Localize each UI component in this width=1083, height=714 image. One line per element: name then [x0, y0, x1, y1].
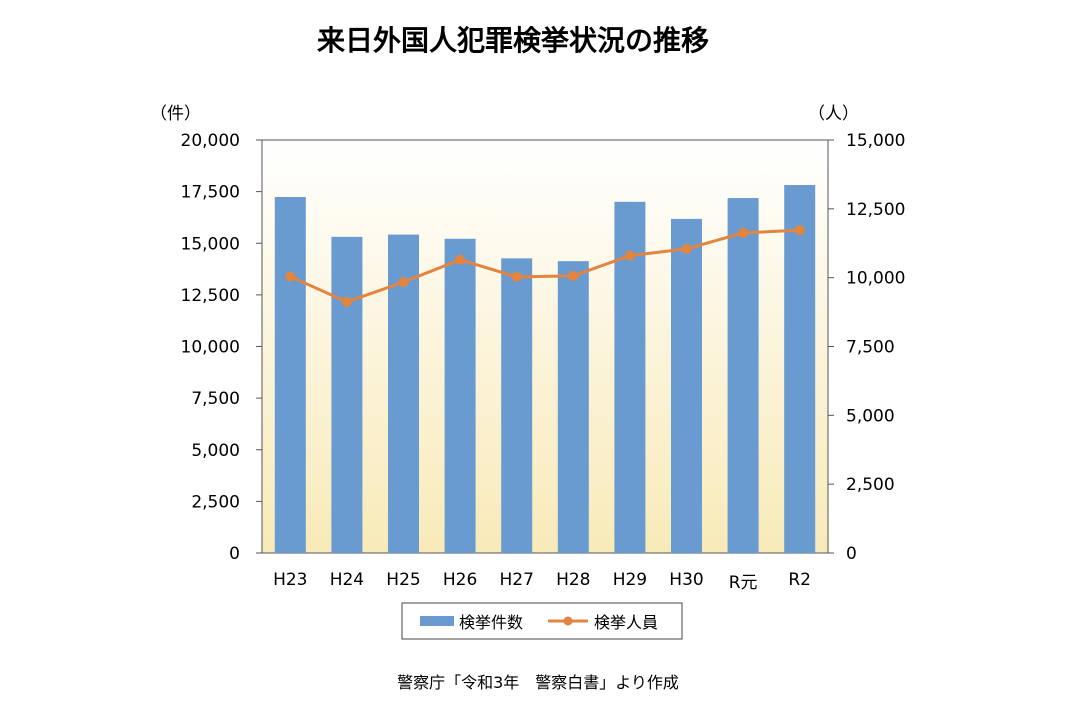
point-H23 — [285, 271, 296, 282]
legend-bar-swatch — [420, 616, 454, 626]
right-tick-label: 7,500 — [846, 338, 895, 358]
right-tick-label: 0 — [846, 544, 857, 564]
left-tick-label: 12,500 — [181, 286, 240, 306]
bar-H23 — [274, 196, 306, 553]
point-H28 — [568, 270, 579, 281]
source-note: 警察庁「令和3年 警察白書」より作成 — [397, 673, 679, 692]
bar-H28 — [557, 261, 589, 553]
legend-label-line: 検挙人員 — [594, 613, 658, 632]
x-tick-label: H30 — [669, 570, 703, 590]
point-H25 — [398, 277, 409, 288]
right-tick-label: 2,500 — [846, 475, 895, 495]
point-H24 — [341, 296, 352, 307]
left-tick-label: 20,000 — [181, 131, 240, 151]
legend-label-bars: 検挙件数 — [459, 613, 523, 632]
x-tick-label: H28 — [556, 570, 590, 590]
x-tick-label: R2 — [788, 570, 811, 590]
point-H27 — [511, 271, 522, 282]
right-axis-unit: （人） — [808, 104, 859, 124]
left-axis-unit: （件） — [150, 104, 201, 124]
point-R2 — [794, 225, 805, 236]
x-tick-label: H27 — [499, 570, 533, 590]
x-tick-label: H26 — [443, 570, 477, 590]
chart-title: 来日外国人犯罪検挙状況の推移 — [317, 24, 709, 57]
left-tick-label: 7,500 — [191, 389, 240, 409]
x-tick-label: H29 — [613, 570, 647, 590]
left-tick-label: 17,500 — [181, 183, 240, 203]
x-tick-label: H23 — [273, 570, 307, 590]
left-tick-label: 0 — [229, 544, 240, 564]
bar-H26 — [444, 238, 476, 554]
bar-H27 — [501, 258, 533, 553]
bar-H30 — [671, 218, 702, 553]
legend: 検挙件数 検挙人員 — [401, 602, 683, 640]
right-tick-label: 15,000 — [846, 131, 905, 151]
point-H26 — [455, 254, 466, 265]
left-tick-label: 10,000 — [181, 338, 240, 358]
left-tick-label: 2,500 — [191, 492, 240, 512]
x-tick-label: H25 — [386, 570, 420, 590]
legend-line-marker — [563, 616, 573, 626]
right-tick-label: 10,000 — [846, 269, 905, 289]
x-tick-label: H24 — [330, 570, 364, 590]
bar-H24 — [331, 236, 363, 553]
bar-R2 — [784, 185, 816, 553]
line-series-persons — [289, 228, 800, 304]
left-tick-label: 5,000 — [191, 441, 240, 461]
point-H29 — [624, 250, 635, 261]
bar-R元 — [727, 198, 759, 554]
point-H30 — [681, 243, 692, 254]
left-tick-label: 15,000 — [181, 234, 240, 254]
point-R元 — [738, 227, 749, 238]
bar-H25 — [388, 234, 419, 553]
x-tick-label: R元 — [729, 573, 758, 593]
right-tick-label: 5,000 — [846, 406, 895, 426]
right-tick-label: 12,500 — [846, 200, 905, 220]
